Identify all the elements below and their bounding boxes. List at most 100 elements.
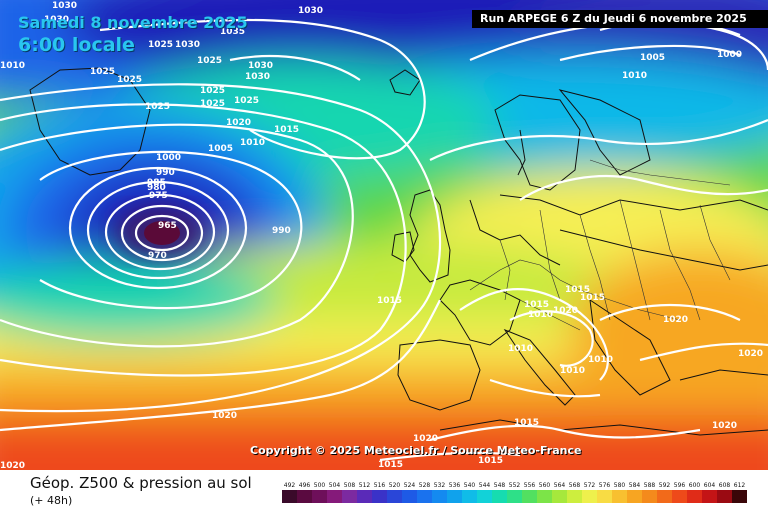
pressure-label: 1010 [240,138,265,148]
scale-label: 536 [449,482,461,489]
scale-swatch [357,490,372,503]
scale-swatch [342,490,357,503]
scale-label: 528 [419,482,431,489]
pressure-label: 1015 [378,460,403,470]
pressure-label: 1025 [148,40,173,50]
pressure-label: 1025 [117,75,142,85]
pressure-label: 1005 [208,144,233,154]
pressure-label: 1030 [248,61,273,71]
scale-swatch [597,490,612,503]
scale-label: 600 [689,482,701,489]
geopotential-field [0,0,768,470]
scale-swatch [387,490,402,503]
pressure-label: 1030 [175,40,200,50]
pressure-label: 1010 [588,355,613,365]
pressure-label: 1015 [478,456,503,466]
scale-swatch [702,490,717,503]
scale-label: 504 [329,482,341,489]
pressure-label: 1020 [738,349,763,359]
scale-swatch [657,490,672,503]
scale-swatch [582,490,597,503]
scale-swatch [627,490,642,503]
low-center [144,221,180,245]
pressure-label: 1035 [220,27,245,37]
pressure-label: 970 [148,251,167,261]
pressure-label: 1030 [52,1,77,11]
pressure-label: 990 [156,168,175,178]
pressure-label: 1020 [226,118,251,128]
scale-label: 552 [509,482,521,489]
valid-time: 6:00 locale [18,34,135,56]
scale-label: 532 [434,482,446,489]
pressure-label: 1020 [663,315,688,325]
scale-label: 560 [539,482,551,489]
scale-swatch [477,490,492,503]
pressure-label: 1005 [640,53,665,63]
scale-label: 596 [674,482,686,489]
scale-swatch [312,490,327,503]
scale-label: 516 [374,482,386,489]
scale-label: 568 [569,482,581,489]
isobars [0,18,768,462]
scale-swatch [537,490,552,503]
footer-subtitle: (+ 48h) [30,494,73,507]
pressure-label: 1015 [377,296,402,306]
copyright: Copyright © 2025 Meteociel.fr / Source M… [250,444,582,457]
scale-swatch [507,490,522,503]
run-info: Run ARPEGE 6 Z du Jeudi 6 novembre 2025 [472,10,768,28]
scale-label: 500 [314,482,326,489]
scale-label: 544 [479,482,491,489]
scale-swatch [432,490,447,503]
scale-label: 604 [704,482,716,489]
pressure-label: 1020 [0,461,25,470]
pressure-label: 1025 [200,86,225,96]
scale-swatch [612,490,627,503]
scale-label: 572 [584,482,596,489]
pressure-label: 1015 [524,300,549,310]
pressure-label: 1030 [245,72,270,82]
scale-label: 584 [629,482,641,489]
pressure-label: 1025 [90,67,115,77]
pressure-label: 1025 [234,96,259,106]
scale-label: 496 [299,482,311,489]
scale-swatch [552,490,567,503]
pressure-label: 1020 [553,306,578,316]
pressure-label: 965 [158,221,177,231]
pressure-label: 1025 [200,99,225,109]
pressure-label: 1000 [156,153,181,163]
pressure-label: 1010 [0,61,25,71]
pressure-labels: 1030 1030 1010 1025 1030 1035 1030 1025 … [0,1,763,470]
scale-label: 508 [344,482,356,489]
scale-label: 520 [389,482,401,489]
scale-swatch [672,490,687,503]
scale-swatch [447,490,462,503]
scale-swatch [327,490,342,503]
pressure-label: 1010 [560,366,585,376]
scale-label: 592 [659,482,671,489]
pressure-label: 1025 [145,102,170,112]
pressure-label: 1020 [712,421,737,431]
scale-swatch [522,490,537,503]
scale-label: 492 [284,482,296,489]
pressure-label: 1015 [565,285,590,295]
pressure-label: 980 [147,183,166,193]
pressure-label: 975 [149,191,168,201]
pressure-label: 1015 [514,418,539,428]
pressure-label: 1020 [413,434,438,444]
pressure-label: 990 [272,226,291,236]
scale-swatch [492,490,507,503]
color-scale: 492 496 500 504 508 512 516 520 524 528 532 536 540 5… [282,482,747,503]
scale-swatch [282,490,297,503]
scale-label: 588 [644,482,656,489]
footer: Géop. Z500 & pression au sol (+ 48h) 492… [0,470,768,512]
scale-swatch [462,490,477,503]
scale-label: 512 [359,482,371,489]
pressure-label: 1030 [298,6,323,16]
scale-swatch [687,490,702,503]
map-svg: 1030 1030 1010 1025 1030 1035 1030 1025 … [0,0,768,470]
scale-swatch [642,490,657,503]
scale-label: 556 [524,482,536,489]
scale-label: 548 [494,482,506,489]
pressure-label: 1015 [580,293,605,303]
pressure-label: 985 [147,178,166,188]
